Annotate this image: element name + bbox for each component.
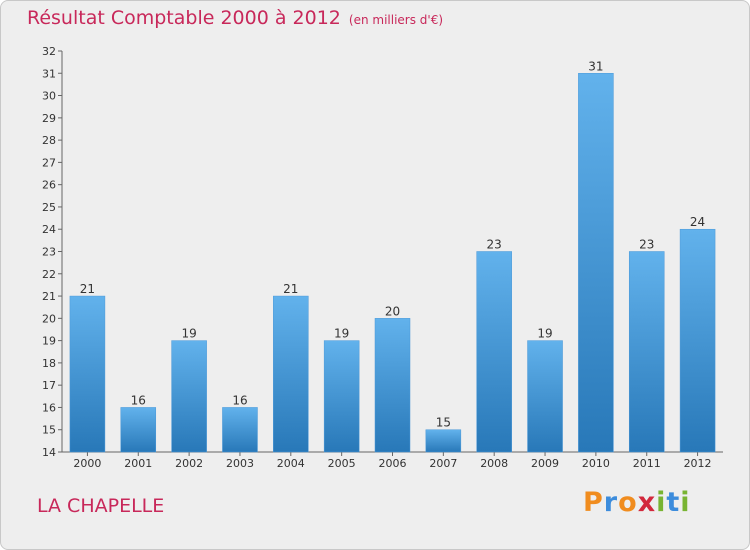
x-tick-label: 2012 [684, 457, 712, 470]
chart-title: Résultat Comptable 2000 à 2012 (en millie… [27, 7, 443, 29]
bar [69, 295, 106, 453]
x-tick-label: 2004 [277, 457, 305, 470]
logo-letter: t [666, 487, 681, 518]
bar-value-label: 24 [690, 215, 705, 229]
y-tick-label: 22 [42, 268, 56, 281]
bar-value-label: 23 [487, 238, 502, 252]
x-tick-label: 2008 [480, 457, 508, 470]
y-tick-label: 15 [42, 424, 56, 437]
y-tick-label: 21 [42, 290, 56, 303]
bar-value-label: 15 [436, 416, 451, 430]
bar [222, 407, 258, 453]
y-tick-label: 16 [42, 401, 56, 414]
x-tick-label: 2000 [73, 457, 101, 470]
commune-name: LA CHAPELLE [37, 495, 165, 517]
bar [425, 429, 462, 453]
bar-value-label: 21 [80, 282, 95, 296]
x-tick-label: 2005 [328, 457, 356, 470]
y-tick-label: 18 [42, 357, 56, 370]
bar [171, 340, 207, 453]
logo-letter: r [603, 487, 619, 518]
bar [527, 340, 563, 453]
x-tick-label: 2011 [633, 457, 661, 470]
y-tick-label: 26 [42, 179, 56, 192]
logo-letter: P [583, 487, 604, 518]
y-tick-label: 25 [42, 201, 56, 214]
y-tick-label: 28 [42, 134, 56, 147]
y-tick-label: 32 [42, 45, 56, 58]
y-tick-label: 17 [42, 379, 56, 392]
x-tick-label: 2007 [429, 457, 457, 470]
bar [120, 407, 157, 453]
y-tick-label: 24 [42, 223, 56, 236]
bar-value-label: 21 [283, 282, 298, 296]
bar [323, 340, 360, 453]
proxiti-logo[interactable]: Proxiti [583, 487, 691, 518]
y-tick-label: 31 [42, 67, 56, 80]
logo-letter: o [618, 487, 638, 518]
y-tick-label: 20 [42, 312, 56, 325]
x-tick-label: 2003 [226, 457, 254, 470]
x-tick-label: 2002 [175, 457, 203, 470]
x-tick-label: 2010 [582, 457, 610, 470]
bar [476, 251, 512, 453]
bar-value-label: 19 [181, 327, 196, 341]
y-tick-label: 29 [42, 112, 56, 125]
bar [628, 251, 665, 453]
bar-value-label: 16 [232, 393, 247, 407]
logo-letter: x [637, 487, 657, 518]
y-tick-label: 30 [42, 90, 56, 103]
y-tick-label: 14 [42, 446, 56, 459]
bar [578, 73, 614, 453]
bar-value-label: 31 [588, 59, 603, 73]
bar-value-label: 19 [334, 327, 349, 341]
bar-value-label: 20 [385, 304, 400, 318]
logo-letter: i [680, 487, 691, 518]
bar [374, 318, 411, 453]
x-tick-label: 2009 [531, 457, 559, 470]
x-tick-label: 2006 [379, 457, 407, 470]
chart-unit: (en milliers d'€) [348, 13, 444, 27]
bar-value-label: 23 [639, 238, 654, 252]
bar [679, 228, 716, 453]
y-tick-label: 19 [42, 335, 56, 348]
bar-value-label: 19 [537, 327, 552, 341]
y-tick-label: 23 [42, 246, 56, 259]
x-tick-label: 2001 [124, 457, 152, 470]
chart-bars: 21 16 19 16 21 19 20 15 23 19 31 23 24 [69, 59, 716, 453]
logo-letter: i [656, 487, 667, 518]
chart-title-text: Résultat Comptable 2000 à 2012 [27, 7, 341, 29]
bar [273, 295, 309, 453]
bar-value-label: 16 [131, 393, 146, 407]
y-tick-label: 27 [42, 156, 56, 169]
